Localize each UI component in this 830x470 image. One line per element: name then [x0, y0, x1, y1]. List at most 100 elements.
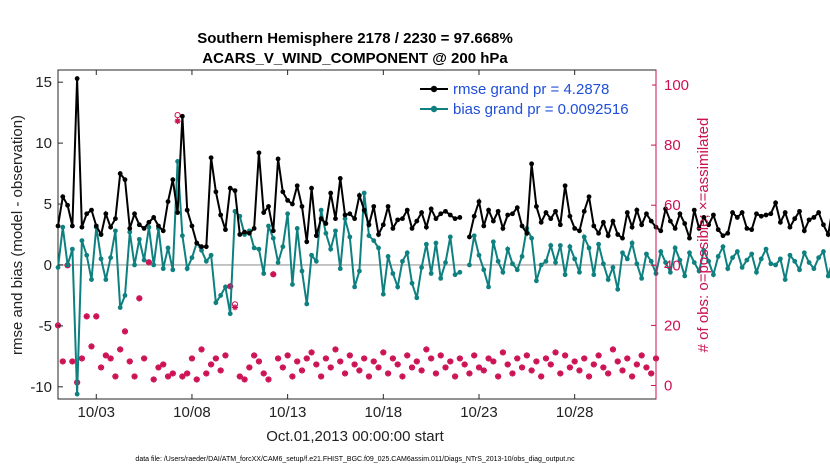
rmse-point [227, 185, 233, 191]
bias-point [514, 267, 520, 273]
rmse-point [538, 219, 544, 225]
rmse-point [787, 224, 793, 230]
rmse-point [156, 223, 161, 229]
bias-point [629, 240, 635, 246]
obs-assimilated-marker [576, 367, 583, 374]
rmse-point [581, 208, 587, 214]
obs-assimilated-marker [643, 364, 650, 371]
rmse-point [170, 177, 176, 183]
rmse-point [667, 218, 673, 224]
rmse-point [610, 218, 616, 224]
bias-point [342, 216, 348, 222]
obs-assimilated-marker [490, 358, 497, 365]
bias-point [481, 267, 487, 273]
bias-point [333, 228, 338, 234]
bias-point [763, 246, 769, 252]
obs-assimilated-marker [198, 346, 205, 353]
rmse-point [414, 218, 420, 224]
obs-assimilated-marker [93, 313, 100, 320]
obs-count-markers [54, 111, 660, 386]
bias-point [117, 305, 123, 311]
bias-point [136, 236, 142, 242]
legend-bias-marker [430, 105, 438, 113]
rmse-point [371, 204, 377, 209]
bias-point [60, 224, 66, 230]
bias-point [581, 234, 587, 240]
y-right-tick-label: 80 [664, 137, 681, 154]
bias-point [65, 262, 70, 268]
bias-point [591, 272, 597, 278]
rmse-point [447, 212, 453, 218]
rmse-point [323, 221, 329, 226]
rmse-point [160, 228, 166, 234]
rmse-point [299, 204, 305, 209]
obs-assimilated-marker [375, 364, 382, 371]
obs-assimilated-marker [542, 355, 549, 362]
legend-box [412, 76, 652, 120]
obs-assimilated-marker [528, 367, 535, 374]
rmse-point [658, 228, 664, 234]
obs-assimilated-marker [284, 352, 291, 359]
bias-point [801, 250, 807, 256]
bias-point [715, 254, 721, 259]
y-right-tick-label: 60 [664, 197, 681, 214]
bias-point [529, 235, 535, 241]
rmse-point [782, 210, 788, 215]
rmse-point [701, 215, 707, 220]
bias-point [768, 261, 774, 267]
bias-point [294, 226, 300, 231]
bias-point [538, 262, 544, 268]
rmse-point [251, 226, 257, 231]
obs-assimilated-marker [121, 328, 128, 335]
rmse-point [553, 208, 558, 214]
bias-point [510, 261, 515, 267]
obs-assimilated-marker [480, 367, 487, 374]
bias-point [452, 272, 458, 278]
y-right-tick-label: 100 [664, 77, 689, 94]
rmse-point [175, 210, 181, 215]
bias-point [189, 255, 195, 261]
obs-assimilated-marker [370, 358, 377, 365]
bias-line [57, 161, 830, 395]
y-axis-right-label: # of obs: o=possible; ×=assimilated [695, 118, 712, 353]
rmse-point [481, 223, 487, 229]
bias-point [122, 293, 128, 298]
obs-assimilated-marker [399, 373, 406, 380]
obs-assimilated-marker [452, 373, 459, 380]
rmse-point [242, 229, 247, 235]
rmse-point [318, 216, 324, 222]
obs-assimilated-marker [380, 349, 387, 356]
rmse-point [548, 216, 554, 222]
obs-assimilated-marker [145, 259, 152, 266]
obs-assimilated-marker [519, 364, 526, 371]
rmse-point [768, 211, 774, 217]
rmse-point [524, 230, 530, 236]
bias-point [170, 267, 176, 273]
rmse-point [596, 230, 601, 236]
bias-point [495, 258, 501, 264]
bias-point [677, 257, 683, 263]
bias-point [773, 262, 778, 268]
rmse-point [266, 204, 271, 209]
bias-point [323, 230, 329, 236]
bias-point [682, 273, 688, 279]
bias-point [84, 252, 90, 258]
obs-assimilated-marker [485, 355, 492, 362]
bias-point [720, 244, 726, 250]
rmse-point [572, 226, 578, 231]
rmse-point [113, 216, 118, 222]
obs-assimilated-marker [504, 361, 511, 368]
rmse-point [189, 223, 195, 229]
obs-assimilated-marker [212, 355, 219, 362]
bias-point [79, 238, 85, 243]
rmse-point [562, 183, 568, 189]
obs-assimilated-marker [547, 361, 554, 368]
rmse-point [644, 211, 649, 217]
obs-assimilated-marker [332, 346, 339, 353]
bias-point [730, 255, 735, 261]
rmse-point [763, 212, 769, 218]
obs-assimilated-marker [308, 349, 315, 356]
obs-assimilated-marker [514, 355, 521, 362]
bias-point [423, 241, 429, 247]
rmse-point [620, 235, 625, 241]
